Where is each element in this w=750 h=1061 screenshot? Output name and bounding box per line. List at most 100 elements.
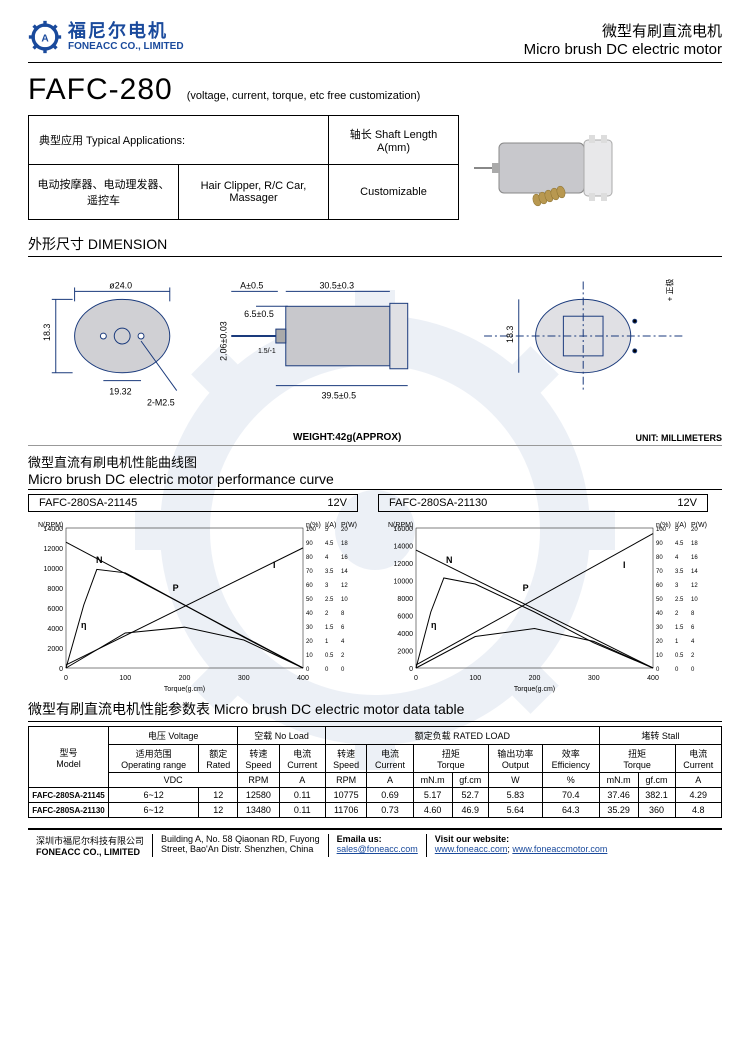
model-subtitle: (voltage, current, torque, etc free cust… xyxy=(187,90,421,102)
svg-text:30.5±0.3: 30.5±0.3 xyxy=(319,280,354,290)
svg-text:18: 18 xyxy=(691,541,698,547)
svg-text:10: 10 xyxy=(691,597,698,603)
website-link-1[interactable]: www.foneacc.com xyxy=(435,844,508,854)
svg-text:3: 3 xyxy=(675,583,679,589)
app-header-1: 典型应用 Typical Applications: xyxy=(29,116,329,165)
dimension-unit: UNIT: MILLIMETERS xyxy=(636,433,723,443)
svg-text:2.06±0.03: 2.06±0.03 xyxy=(218,321,228,361)
svg-text:0: 0 xyxy=(59,666,63,673)
svg-text:4: 4 xyxy=(341,639,345,645)
footer-email: Emaila us: sales@foneacc.com xyxy=(329,834,427,857)
svg-text:4: 4 xyxy=(325,555,329,561)
svg-text:2-M2.5: 2-M2.5 xyxy=(147,397,175,407)
svg-text:30: 30 xyxy=(656,625,663,631)
email-link[interactable]: sales@foneacc.com xyxy=(337,844,418,854)
page-footer: 深圳市福尼尔科技有限公司 FONEACC CO., LIMITED Buildi… xyxy=(28,828,722,857)
svg-text:14000: 14000 xyxy=(394,544,414,551)
svg-text:16: 16 xyxy=(341,555,348,561)
applications-table: 典型应用 Typical Applications: 轴长 Shaft Leng… xyxy=(28,115,459,220)
performance-curve-left: 02000400060008000100001200014000N(RPM)η(… xyxy=(28,518,358,693)
svg-text:2: 2 xyxy=(675,611,679,617)
app-cell-shaft: Customizable xyxy=(329,165,459,220)
svg-text:39.5±0.5: 39.5±0.5 xyxy=(321,391,356,401)
svg-text:100: 100 xyxy=(469,675,481,682)
svg-text:14: 14 xyxy=(691,569,698,575)
footer-company: 深圳市福尼尔科技有限公司 FONEACC CO., LIMITED xyxy=(28,834,153,857)
dimension-drawing: ø24.0 18.3 19.32 2-M2.5 A±0.5 6.5±0.5 2.… xyxy=(28,261,722,446)
svg-text:4.5: 4.5 xyxy=(325,541,334,547)
svg-text:3.5: 3.5 xyxy=(675,569,684,575)
svg-text:4000: 4000 xyxy=(47,626,63,633)
page-header: A 福尼尔电机 FONEACC CO., LIMITED 微型有刷直流电机 Mi… xyxy=(28,20,722,63)
svg-text:6000: 6000 xyxy=(397,614,413,621)
svg-text:0: 0 xyxy=(64,675,68,682)
performance-curve-right: 0200040006000800010000120001400016000N(R… xyxy=(378,518,708,693)
svg-text:4: 4 xyxy=(675,555,679,561)
svg-text:10: 10 xyxy=(306,653,313,659)
app-cell-cn: 电动按摩器、电动理发器、遥控车 xyxy=(29,165,179,220)
svg-text:2.5: 2.5 xyxy=(675,597,684,603)
logo-cn-text: 福尼尔电机 xyxy=(68,22,184,42)
svg-text:16: 16 xyxy=(691,555,698,561)
svg-text:14: 14 xyxy=(341,569,348,575)
svg-text:3: 3 xyxy=(325,583,329,589)
svg-text:19.32: 19.32 xyxy=(109,387,131,397)
svg-text:8000: 8000 xyxy=(47,586,63,593)
svg-text:0: 0 xyxy=(414,675,418,682)
dimension-title: 外形尺寸 DIMENSION xyxy=(28,234,722,257)
svg-text:6: 6 xyxy=(341,625,345,631)
svg-text:10000: 10000 xyxy=(394,579,414,586)
svg-text:0: 0 xyxy=(409,666,413,673)
svg-text:6.5±0.5: 6.5±0.5 xyxy=(244,309,274,319)
curve-left-header: FAFC-280SA-2114512V xyxy=(28,494,358,512)
svg-text:8: 8 xyxy=(691,611,695,617)
curve-right-header: FAFC-280SA-2113012V xyxy=(378,494,708,512)
svg-text:6: 6 xyxy=(691,625,695,631)
svg-text:18: 18 xyxy=(341,541,348,547)
svg-text:N: N xyxy=(446,555,453,565)
svg-text:2000: 2000 xyxy=(397,649,413,656)
svg-text:60: 60 xyxy=(306,583,313,589)
th-rated: 额定负载 RATED LOAD xyxy=(325,727,599,745)
svg-text:N(RPM): N(RPM) xyxy=(38,522,63,529)
svg-text:I: I xyxy=(623,560,626,570)
svg-text:0.5: 0.5 xyxy=(325,653,334,659)
svg-text:P: P xyxy=(523,583,529,593)
svg-text:4.5: 4.5 xyxy=(675,541,684,547)
svg-text:40: 40 xyxy=(306,611,313,617)
svg-text:20: 20 xyxy=(656,639,663,645)
svg-text:12000: 12000 xyxy=(44,546,64,553)
svg-text:Torque(g.cm): Torque(g.cm) xyxy=(164,686,205,693)
svg-text:2: 2 xyxy=(325,611,329,617)
svg-text:80: 80 xyxy=(656,555,663,561)
dimension-weight: WEIGHT:42g(APPROX) xyxy=(293,432,401,443)
svg-text:N(RPM): N(RPM) xyxy=(388,522,413,529)
svg-text:12: 12 xyxy=(341,583,348,589)
svg-text:100: 100 xyxy=(306,527,317,533)
logo: A 福尼尔电机 FONEACC CO., LIMITED xyxy=(28,20,184,54)
svg-text:2: 2 xyxy=(691,653,695,659)
gear-logo-icon: A xyxy=(28,20,62,54)
svg-text:1: 1 xyxy=(675,639,679,645)
svg-text:N: N xyxy=(96,555,103,565)
svg-text:0: 0 xyxy=(306,667,310,673)
website-link-2[interactable]: www.foneaccmotor.com xyxy=(512,844,607,854)
svg-text:12: 12 xyxy=(691,583,698,589)
svg-text:12000: 12000 xyxy=(394,561,414,568)
table-row: FAFC-280SA-211306~1212134800.11117060.73… xyxy=(29,803,722,818)
svg-text:80: 80 xyxy=(306,555,313,561)
svg-text:0.5: 0.5 xyxy=(675,653,684,659)
th-stall: 堵转 Stall xyxy=(599,727,721,745)
svg-text:1.5: 1.5 xyxy=(325,625,334,631)
svg-text:90: 90 xyxy=(656,541,663,547)
svg-text:2: 2 xyxy=(341,653,345,659)
svg-text:P: P xyxy=(173,583,179,593)
footer-website: Visit our website: www.foneacc.com; www.… xyxy=(427,834,616,857)
app-header-2: 轴长 Shaft Length A(mm) xyxy=(329,116,459,165)
svg-text:200: 200 xyxy=(529,675,541,682)
svg-text:0: 0 xyxy=(691,667,695,673)
svg-text:400: 400 xyxy=(297,675,309,682)
svg-text:50: 50 xyxy=(306,597,313,603)
svg-text:0: 0 xyxy=(325,667,329,673)
svg-text:18.3: 18.3 xyxy=(42,324,52,341)
